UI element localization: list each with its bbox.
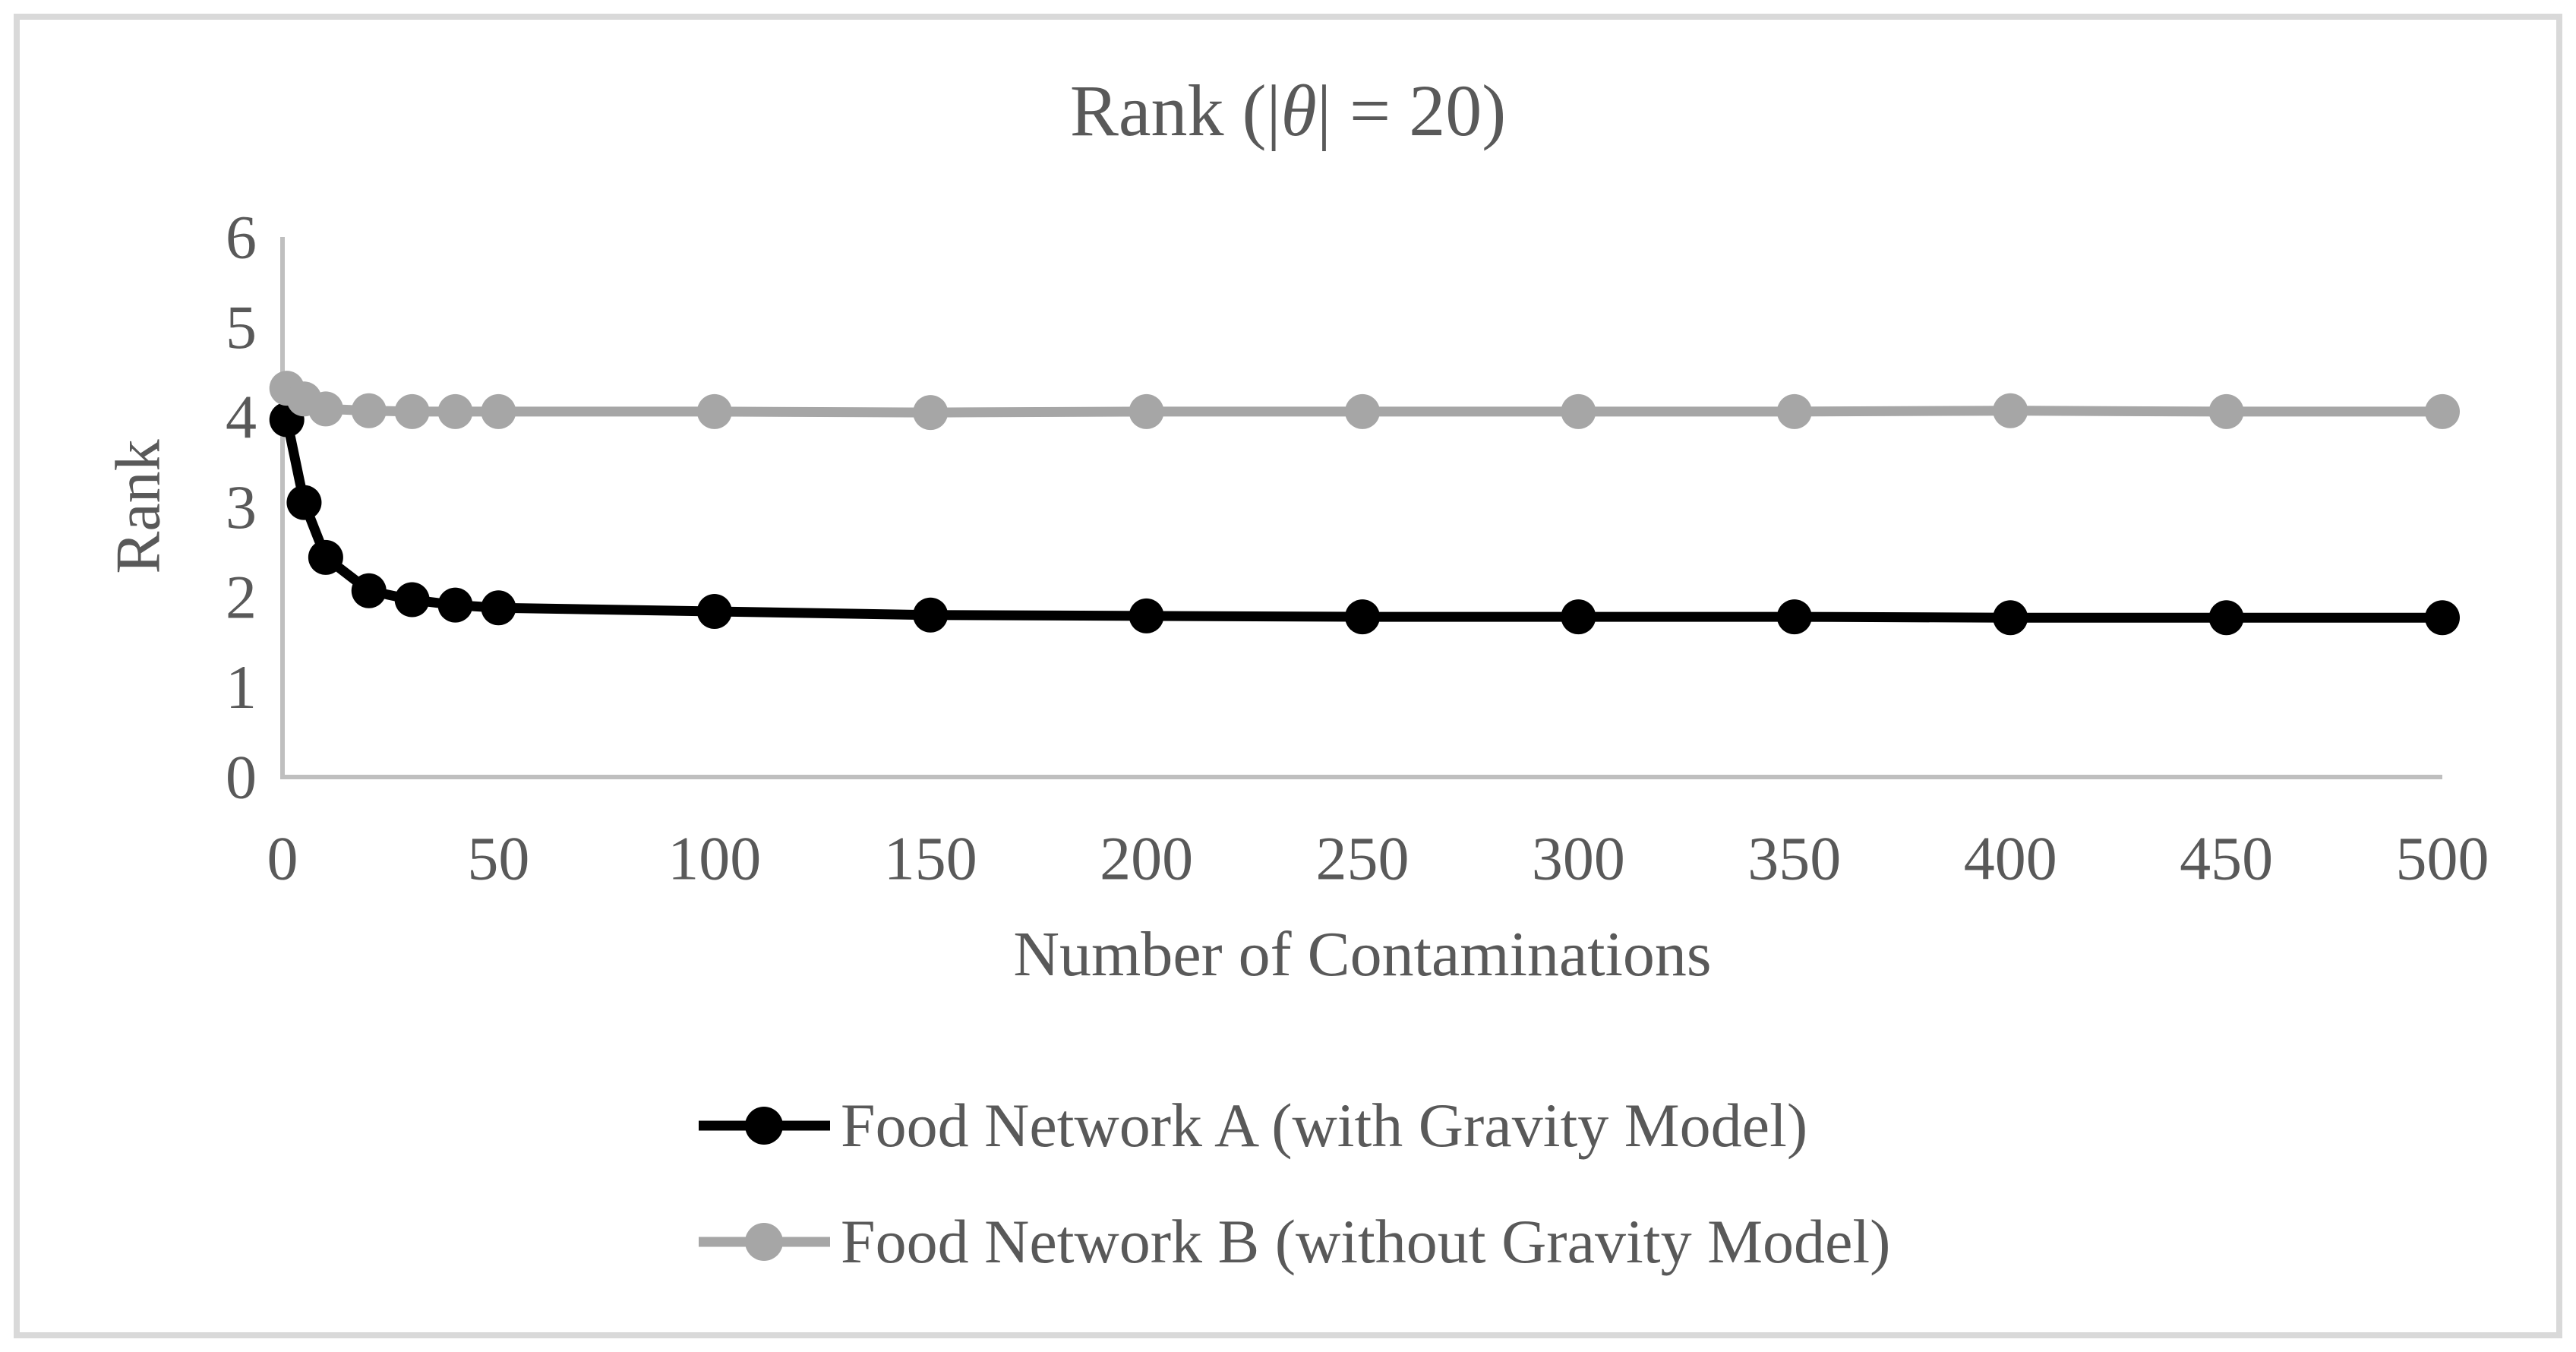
- data-point: [437, 393, 473, 429]
- plot-series: [269, 371, 2460, 636]
- x-tick-label: 200: [1100, 824, 1193, 893]
- chart-title-prefix: Rank (|: [1070, 70, 1281, 151]
- data-point: [308, 391, 343, 427]
- data-point: [913, 395, 949, 431]
- series-a: [269, 402, 2460, 636]
- data-point: [2208, 600, 2244, 636]
- data-point: [394, 393, 430, 429]
- legend-label-series-a: Food Network A (with Gravity Model): [841, 1091, 1807, 1160]
- y-tick-label: 2: [226, 563, 257, 632]
- x-tick-label: 0: [267, 824, 298, 893]
- data-point: [1345, 393, 1380, 429]
- legend-marker-series-b: [745, 1223, 783, 1261]
- legend-label-series-b: Food Network B (without Gravity Model): [841, 1207, 1890, 1276]
- chart-title: Rank (|θ| = 20): [1070, 70, 1506, 151]
- x-axis-title: Number of Contaminations: [1013, 919, 1711, 990]
- y-tick-label: 3: [226, 472, 257, 542]
- data-point: [2425, 600, 2460, 636]
- y-axis-tick-labels: 0 1 2 3 4 5 6: [226, 203, 257, 812]
- x-tick-label: 400: [1964, 824, 2057, 893]
- data-point: [1561, 393, 1596, 429]
- data-point: [2425, 393, 2460, 429]
- y-tick-label: 4: [226, 383, 257, 452]
- x-tick-label: 500: [2396, 824, 2489, 893]
- x-tick-label: 50: [467, 824, 529, 893]
- y-tick-label: 1: [226, 652, 257, 722]
- data-point: [696, 393, 732, 429]
- y-tick-label: 0: [226, 743, 257, 812]
- data-point: [481, 393, 516, 429]
- chart-title-suffix: | = 20): [1317, 70, 1506, 151]
- y-tick-label: 5: [226, 292, 257, 362]
- x-tick-label: 100: [668, 824, 761, 893]
- data-point: [1129, 393, 1164, 429]
- data-point: [1776, 393, 1812, 429]
- y-tick-label: 6: [226, 203, 257, 272]
- data-point: [1129, 598, 1164, 633]
- data-point: [351, 573, 387, 608]
- series-line: [282, 419, 2442, 623]
- x-tick-label: 300: [1532, 824, 1625, 893]
- data-point: [2208, 393, 2244, 429]
- theta-symbol: θ: [1281, 70, 1317, 151]
- axis-lines: [280, 237, 2442, 779]
- data-point: [913, 597, 949, 633]
- x-tick-label: 250: [1316, 824, 1410, 893]
- axes: [280, 237, 2442, 779]
- data-point: [481, 590, 516, 626]
- legend: Food Network A (with Gravity Model) Food…: [699, 1091, 1890, 1276]
- data-point: [394, 582, 430, 618]
- data-point: [1345, 599, 1380, 635]
- data-point: [286, 485, 322, 520]
- data-point: [1993, 600, 2028, 636]
- legend-item-series-b: Food Network B (without Gravity Model): [699, 1207, 1890, 1276]
- data-point: [696, 593, 732, 629]
- x-tick-label: 450: [2180, 824, 2273, 893]
- x-axis-tick-labels: 0 50 100 150 200 250 300 350 400 450 500: [267, 824, 2489, 893]
- legend-item-series-a: Food Network A (with Gravity Model): [699, 1091, 1807, 1160]
- data-point: [1561, 599, 1596, 635]
- data-point: [308, 539, 343, 575]
- x-tick-label: 150: [884, 824, 977, 893]
- data-point: [1993, 393, 2028, 428]
- data-point: [1776, 599, 1812, 635]
- y-axis-title: Rank: [103, 439, 174, 573]
- data-point: [437, 587, 473, 623]
- figure-border: [14, 14, 2562, 1338]
- data-point: [351, 393, 387, 428]
- series-line: [284, 384, 2442, 418]
- x-tick-label: 350: [1747, 824, 1841, 893]
- legend-marker-series-a: [745, 1107, 783, 1145]
- series-b: [269, 371, 2460, 431]
